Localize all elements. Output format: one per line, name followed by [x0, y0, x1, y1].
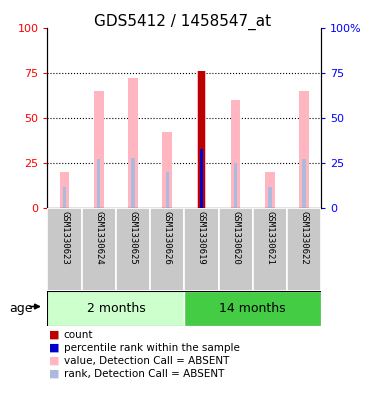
Bar: [162, 132, 172, 208]
Bar: [219, 208, 253, 291]
Bar: [268, 187, 272, 208]
Bar: [253, 208, 287, 291]
Bar: [265, 172, 275, 208]
Text: count: count: [64, 330, 93, 340]
Bar: [82, 208, 116, 291]
Text: GSM1330621: GSM1330621: [265, 211, 274, 264]
Bar: [47, 291, 184, 326]
Bar: [116, 208, 150, 291]
Bar: [128, 78, 138, 208]
Text: GSM1330626: GSM1330626: [163, 211, 172, 264]
Bar: [231, 100, 241, 208]
Text: GSM1330624: GSM1330624: [94, 211, 103, 264]
Text: ■: ■: [49, 343, 60, 353]
Text: GSM1330622: GSM1330622: [300, 211, 308, 264]
Bar: [234, 163, 237, 208]
Bar: [302, 160, 306, 208]
Bar: [165, 172, 169, 208]
Text: value, Detection Call = ABSENT: value, Detection Call = ABSENT: [64, 356, 229, 366]
Text: ■: ■: [49, 330, 60, 340]
Bar: [287, 208, 321, 291]
Bar: [198, 71, 204, 208]
Text: GSM1330623: GSM1330623: [60, 211, 69, 264]
Bar: [97, 160, 100, 208]
Text: GSM1330619: GSM1330619: [197, 211, 206, 264]
Bar: [299, 91, 309, 208]
Text: percentile rank within the sample: percentile rank within the sample: [64, 343, 240, 353]
Bar: [150, 208, 184, 291]
Bar: [63, 187, 66, 208]
Text: 14 months: 14 months: [219, 302, 286, 315]
Text: GSM1330625: GSM1330625: [128, 211, 138, 264]
Text: age: age: [9, 302, 32, 315]
Bar: [200, 149, 203, 208]
Bar: [197, 71, 206, 208]
Bar: [184, 291, 321, 326]
Bar: [131, 158, 135, 208]
Text: GDS5412 / 1458547_at: GDS5412 / 1458547_at: [94, 14, 271, 30]
Text: GSM1330620: GSM1330620: [231, 211, 240, 264]
Bar: [47, 208, 82, 291]
Text: rank, Detection Call = ABSENT: rank, Detection Call = ABSENT: [64, 369, 224, 379]
Bar: [200, 149, 203, 208]
Text: 2 months: 2 months: [87, 302, 145, 315]
Bar: [60, 172, 69, 208]
Bar: [94, 91, 104, 208]
Text: ■: ■: [49, 369, 60, 379]
Text: ■: ■: [49, 356, 60, 366]
Bar: [184, 208, 219, 291]
